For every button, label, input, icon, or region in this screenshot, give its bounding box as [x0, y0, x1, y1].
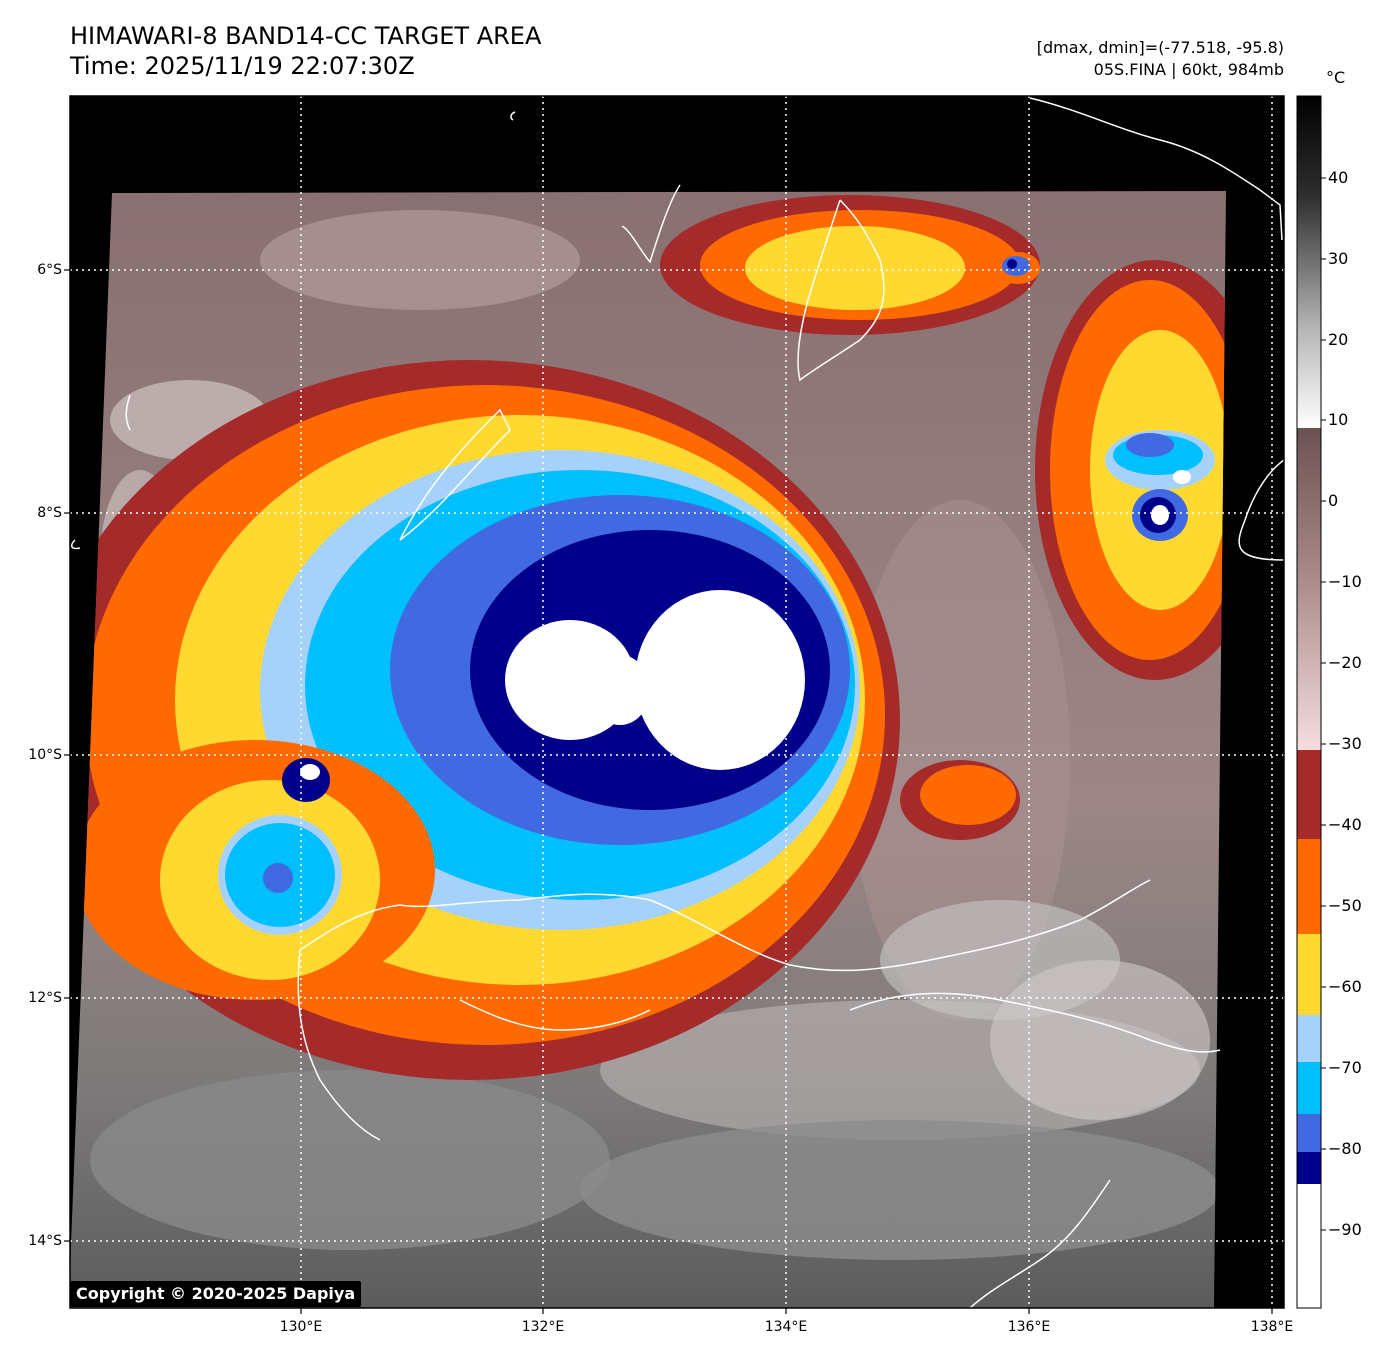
colorbar-unit: °C — [1326, 68, 1346, 87]
axis-ticks — [64, 269, 1273, 1314]
colorbar-tick-m80: −80 — [1328, 1139, 1362, 1158]
lon-label-138e: 138°E — [1250, 1319, 1294, 1335]
lat-label-12s: 12°S — [28, 990, 62, 1006]
colorbar-tick-m90: −90 — [1328, 1220, 1362, 1239]
colorbar-tick-m70: −70 — [1328, 1058, 1362, 1077]
lat-label-8s: 8°S — [37, 505, 62, 521]
colorbar-tick-m50: −50 — [1328, 896, 1362, 915]
colorbar-tick-30: 30 — [1328, 249, 1349, 268]
lon-label-130e: 130°E — [279, 1319, 323, 1335]
colorbar-tick-m30: −30 — [1328, 734, 1362, 753]
map-border — [69, 95, 1285, 1309]
chart-title: HIMAWARI-8 BAND14-CC TARGET AREA — [70, 22, 542, 50]
lat-label-14s: 14°S — [28, 1233, 62, 1249]
colorbar-tick-20: 20 — [1328, 330, 1349, 349]
storm-info: 05S.FINA | 60kt, 984mb — [1093, 60, 1284, 79]
colorbar-tick-m20: −20 — [1328, 653, 1362, 672]
lat-label-6s: 6°S — [37, 262, 62, 278]
lat-label-10s: 10°S — [28, 747, 62, 763]
cloud-layers — [70, 195, 1226, 1260]
colorbar-tick-40: 40 — [1328, 168, 1349, 187]
colorbar-tick-10: 10 — [1328, 410, 1349, 429]
lon-label-132e: 132°E — [521, 1319, 565, 1335]
colorbar — [1296, 95, 1326, 1309]
lon-label-134e: 134°E — [764, 1319, 808, 1335]
lon-label-136e: 136°E — [1007, 1319, 1051, 1335]
temperature-range: [dmax, dmin]=(-77.518, -95.8) — [1036, 38, 1284, 57]
colorbar-tick-m10: −10 — [1328, 572, 1362, 591]
colorbar-tick-m40: −40 — [1328, 815, 1362, 834]
observation-time: Time: 2025/11/19 22:07:30Z — [70, 52, 415, 80]
copyright-badge: Copyright © 2020-2025 Dapiya — [70, 1281, 362, 1307]
colorbar-tick-m60: −60 — [1328, 977, 1362, 996]
coastlines — [71, 97, 1284, 1308]
colorbar-tick-0: 0 — [1328, 491, 1339, 510]
gridlines — [70, 96, 1284, 1308]
